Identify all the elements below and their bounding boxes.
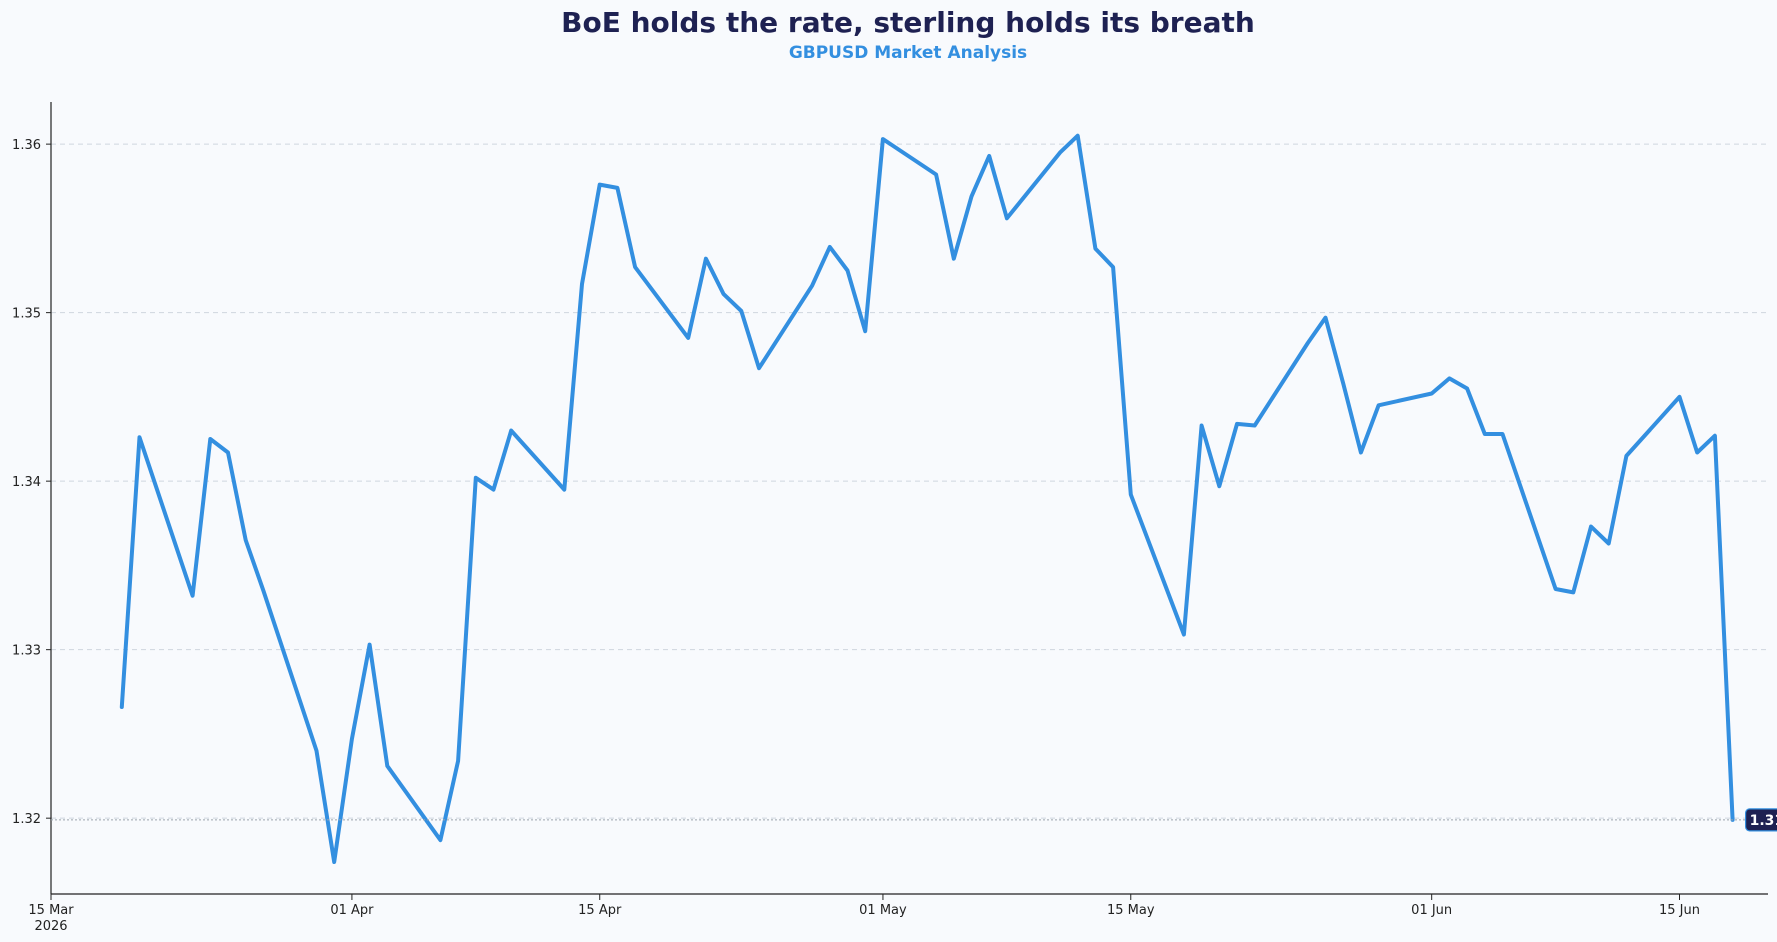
gridlines xyxy=(51,143,1768,819)
chart-subtitle: GBPUSD Market Analysis xyxy=(789,43,1027,63)
x-tick-label: 15 Jun xyxy=(1659,903,1700,918)
x-tick-label: 01 Jun xyxy=(1411,903,1452,918)
y-tick-label: 1.33 xyxy=(12,644,41,659)
series-layer xyxy=(119,133,1735,864)
series-line xyxy=(119,133,1735,864)
y-tick-label: 1.34 xyxy=(12,475,41,490)
x-tick-label: 15 May xyxy=(1107,903,1155,918)
x-tick-label: 15 Apr xyxy=(578,903,622,918)
x-tick-label: 01 May xyxy=(859,903,907,918)
x-tick-label: 01 Apr xyxy=(330,903,374,918)
last-value-label: 1.3199 xyxy=(1750,813,1777,829)
x-tick-label-year: 2026 xyxy=(34,919,67,934)
chart-title: BoE holds the rate, sterling holds its b… xyxy=(561,6,1255,39)
y-tick-label: 1.32 xyxy=(12,812,41,827)
x-tick-label: 15 Mar xyxy=(28,903,74,918)
annotation-layer: 1.3199 xyxy=(51,808,1777,832)
y-tick-label: 1.35 xyxy=(12,307,41,322)
y-tick-label: 1.36 xyxy=(12,138,41,153)
